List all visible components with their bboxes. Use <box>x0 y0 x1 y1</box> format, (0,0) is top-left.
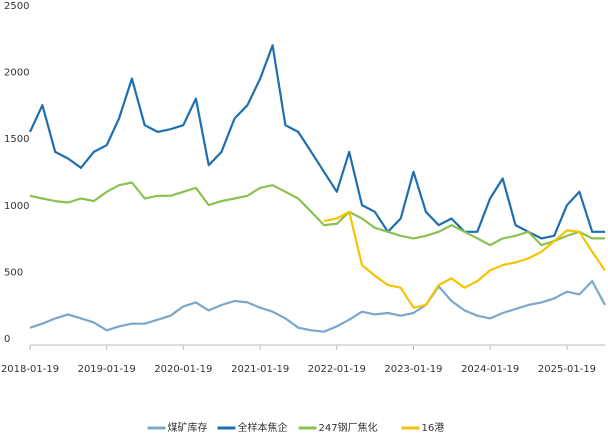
series-line <box>29 280 606 333</box>
legend-label: 16港 <box>422 422 445 434</box>
legend-label: 煤矿库存 <box>168 421 208 434</box>
series-line <box>323 210 606 309</box>
y-tick-label: 500 <box>4 267 23 278</box>
x-tick-label: 2021-01-19 <box>231 364 289 375</box>
y-tick-label: 1500 <box>4 134 29 145</box>
y-tick-label: 0 <box>4 334 10 345</box>
legend-label: 全样本焦企 <box>238 421 288 434</box>
y-tick-label: 2500 <box>4 1 29 12</box>
x-tick-label: 2022-01-19 <box>308 364 366 375</box>
x-tick-label: 2020-01-19 <box>154 364 212 375</box>
x-tick-label: 2018-01-19 <box>1 364 59 375</box>
x-tick-label: 2024-01-19 <box>461 364 519 375</box>
series-line <box>29 181 605 247</box>
x-tick-label: 2025-01-19 <box>538 364 596 375</box>
legend-label: 247钢厂焦化 <box>319 421 378 434</box>
y-tick-label: 2000 <box>4 68 29 79</box>
x-tick-label: 2019-01-19 <box>78 364 136 375</box>
y-tick-label: 1000 <box>4 201 29 212</box>
series-line <box>29 44 605 240</box>
x-tick-label: 2023-01-19 <box>384 364 442 375</box>
